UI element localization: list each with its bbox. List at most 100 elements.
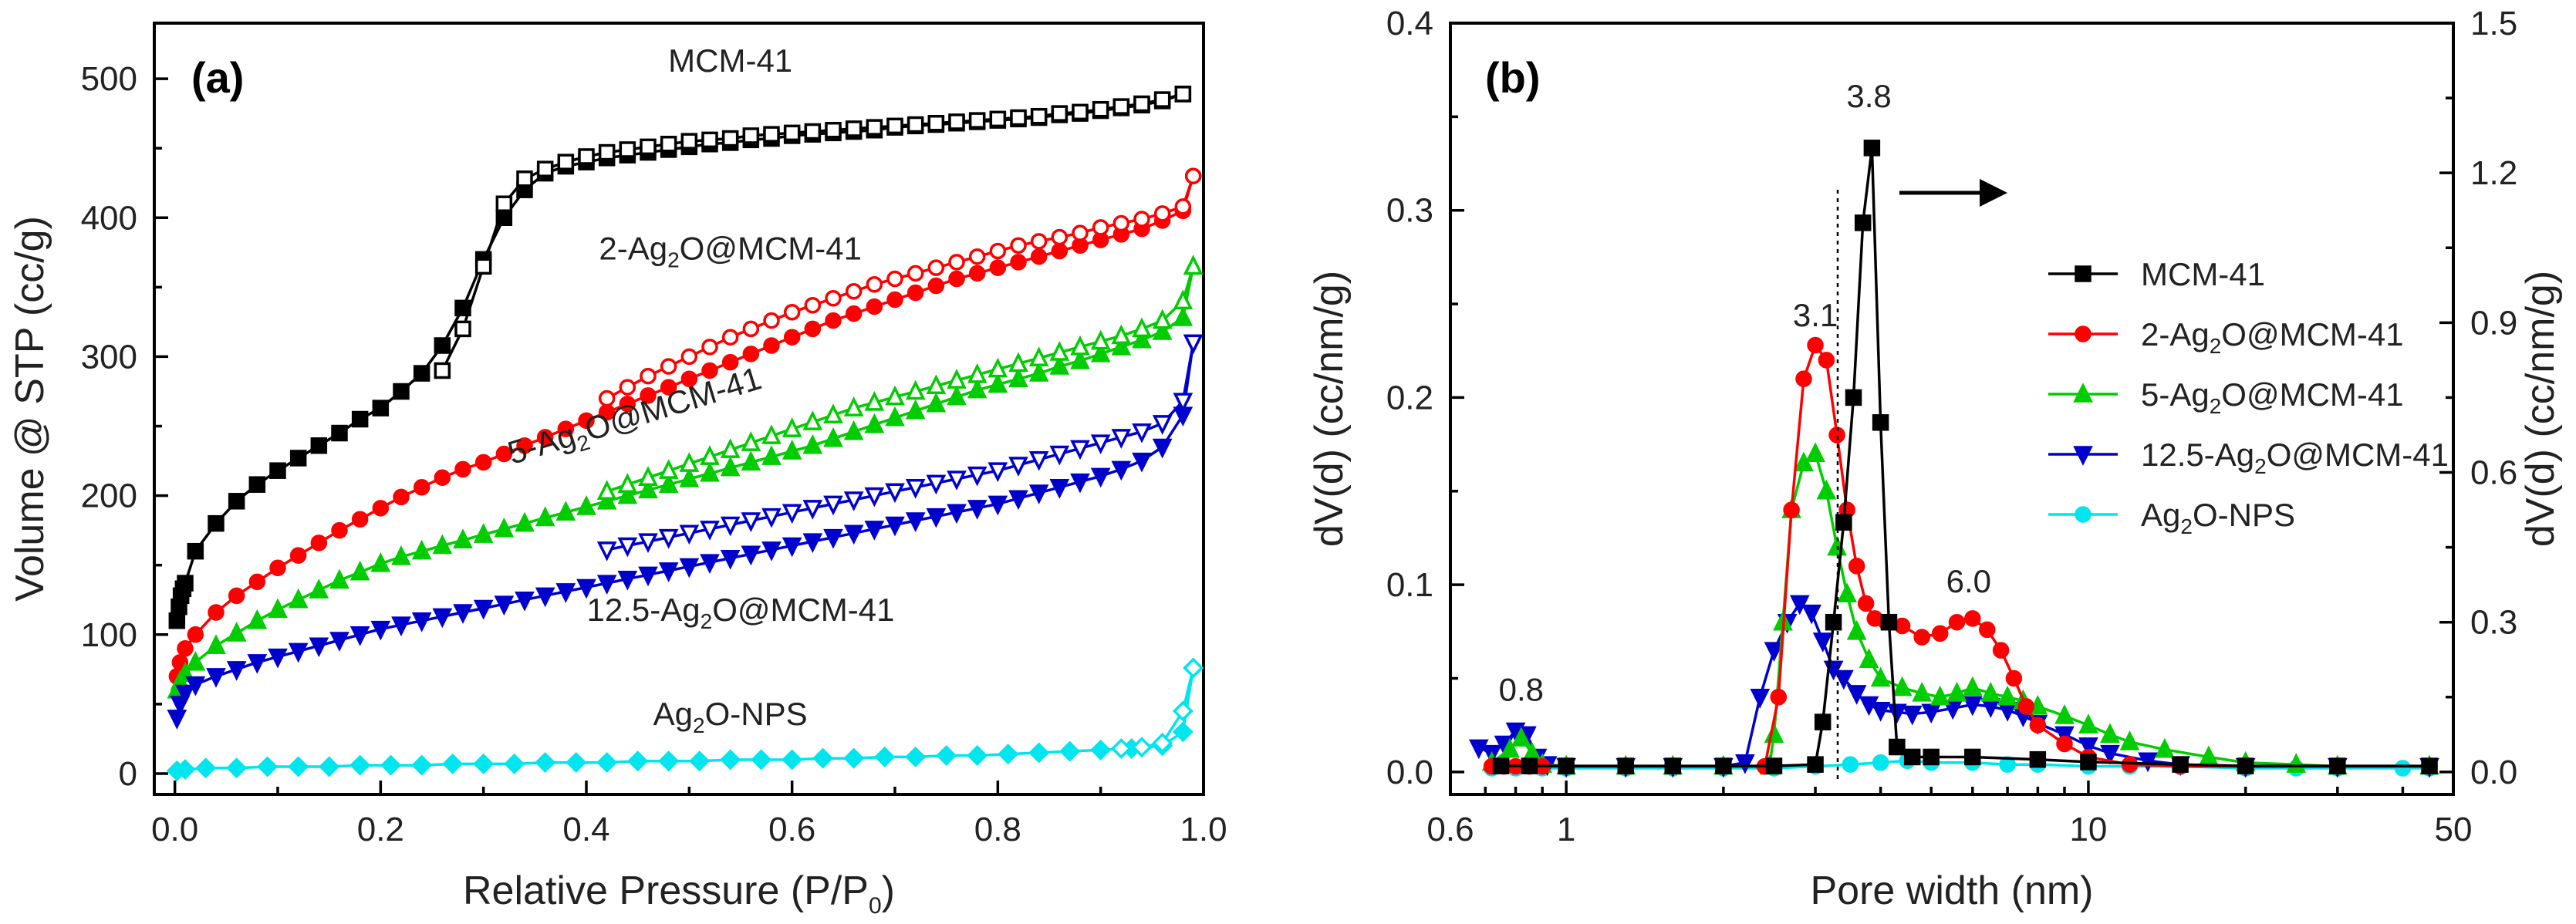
desorption-point — [927, 114, 945, 132]
series-3 — [167, 334, 1204, 730]
peak-annotation: 6.0 — [1946, 563, 1991, 599]
desorption-point — [948, 113, 965, 130]
panel-b-annotations: 3.8 3.1 6.0 0.8 — [1499, 78, 1991, 707]
data-point — [1511, 727, 1531, 747]
adsorption-point — [349, 560, 370, 581]
data-point — [2155, 737, 2175, 758]
adsorption-point — [825, 312, 842, 329]
data-point — [1902, 705, 1923, 726]
desorption-point — [1112, 98, 1130, 115]
desorption-point — [1049, 445, 1070, 466]
adsorption-point — [843, 747, 865, 769]
desorption-point — [701, 131, 718, 149]
data-point — [1750, 689, 1771, 709]
adsorption-point — [660, 379, 677, 396]
y-tick-label: 0.2 — [1386, 379, 1433, 416]
desorption-point — [1173, 289, 1193, 310]
legend-marker — [2075, 506, 2092, 523]
adsorption-point — [310, 437, 328, 454]
desorption-point — [761, 508, 782, 528]
data-point — [1735, 754, 1755, 774]
peak-annotation: 3.1 — [1793, 297, 1838, 333]
adsorption-point — [372, 500, 390, 517]
adsorption-point — [349, 754, 371, 776]
adsorption-point — [968, 265, 986, 282]
adsorption-point — [823, 427, 843, 447]
adsorption-point — [906, 284, 924, 302]
adsorption-point — [535, 752, 556, 774]
data-point — [1848, 558, 1865, 575]
desorption-point — [927, 259, 945, 276]
adsorption-point — [741, 450, 761, 471]
adsorption-point — [885, 406, 905, 427]
data-point — [1846, 619, 1867, 640]
adsorption-point — [578, 412, 595, 430]
desorption-point — [516, 170, 533, 187]
desorption-point — [825, 121, 842, 139]
desorption-point — [864, 390, 885, 411]
x-tick-label: 0.4 — [562, 811, 609, 848]
desorption-point — [1070, 335, 1090, 356]
adsorption-point — [720, 456, 741, 477]
series-annotation: 5-Ag2O@MCM-41 — [504, 359, 768, 476]
data-point — [1992, 642, 2010, 659]
adsorption-point — [741, 545, 761, 566]
adsorption-point — [886, 291, 903, 309]
adsorption-point — [1090, 342, 1111, 363]
adsorption-point — [967, 500, 988, 520]
adsorption-point — [804, 320, 822, 338]
data-point — [2119, 730, 2140, 750]
panel-b-series — [1468, 140, 2439, 778]
desorption-point — [1028, 451, 1049, 471]
desorption-point — [1092, 219, 1109, 236]
adsorption-point — [998, 744, 1019, 765]
adsorption-point — [351, 410, 369, 428]
desorption-point — [658, 528, 679, 549]
adsorption-point — [619, 395, 636, 413]
data-point — [1842, 756, 1859, 773]
panel-a-label: (a) — [191, 53, 244, 102]
adsorption-point — [504, 753, 525, 774]
data-point — [1889, 738, 1906, 756]
adsorption-point — [701, 362, 718, 379]
desorption-point — [782, 417, 802, 437]
legend-item: 2-Ag2O@MCM-41 — [2048, 316, 2404, 358]
desorption-point — [536, 160, 554, 177]
data-point — [1980, 682, 2001, 702]
panel-b: (b) 0.6 1 10 50 0.00.10.20.30.4 0.00.30.60.… — [1307, 5, 2563, 913]
panel-a-x-ticks: 0.0 0.2 0.4 0.6 0.8 1.0 — [151, 781, 1227, 848]
adsorption-point — [989, 259, 1007, 276]
adsorption-point — [393, 383, 410, 400]
desorption-point — [660, 358, 677, 375]
adsorption-point — [617, 484, 638, 504]
right-y-tick-label: 0.0 — [2470, 754, 2517, 791]
right-y-tick-label: 0.6 — [2470, 454, 2517, 492]
desorption-point — [598, 143, 616, 161]
data-point — [1664, 757, 1682, 774]
adsorption-point — [680, 370, 698, 388]
adsorption-point — [432, 608, 453, 629]
right-y-tick-label: 1.5 — [2470, 5, 2517, 42]
desorption-point — [885, 385, 905, 406]
desorption-point — [1030, 233, 1048, 250]
series-annotation: 2-Ag2O@MCM-41 — [599, 230, 862, 271]
adsorption-point — [1152, 438, 1173, 459]
desorption-point — [1133, 95, 1150, 113]
data-point — [1979, 621, 1996, 639]
arrow-right-icon — [1980, 179, 2007, 207]
desorption-point — [782, 504, 802, 524]
adsorption-point — [988, 495, 1008, 516]
adsorption-point — [1070, 473, 1090, 494]
desorption-point — [1183, 334, 1204, 355]
data-point — [1880, 613, 1898, 631]
adsorption-point — [1030, 248, 1048, 265]
data-point — [1962, 696, 1983, 717]
data-point — [2080, 754, 2097, 771]
desorption-point — [640, 367, 657, 385]
adsorption-point — [1111, 335, 1132, 356]
adsorption-point — [576, 495, 596, 515]
adsorption-point — [208, 604, 225, 621]
desorption-point — [947, 470, 967, 491]
legend-item: 5-Ag2O@MCM-41 — [2048, 376, 2404, 418]
legend-marker — [2073, 446, 2093, 466]
